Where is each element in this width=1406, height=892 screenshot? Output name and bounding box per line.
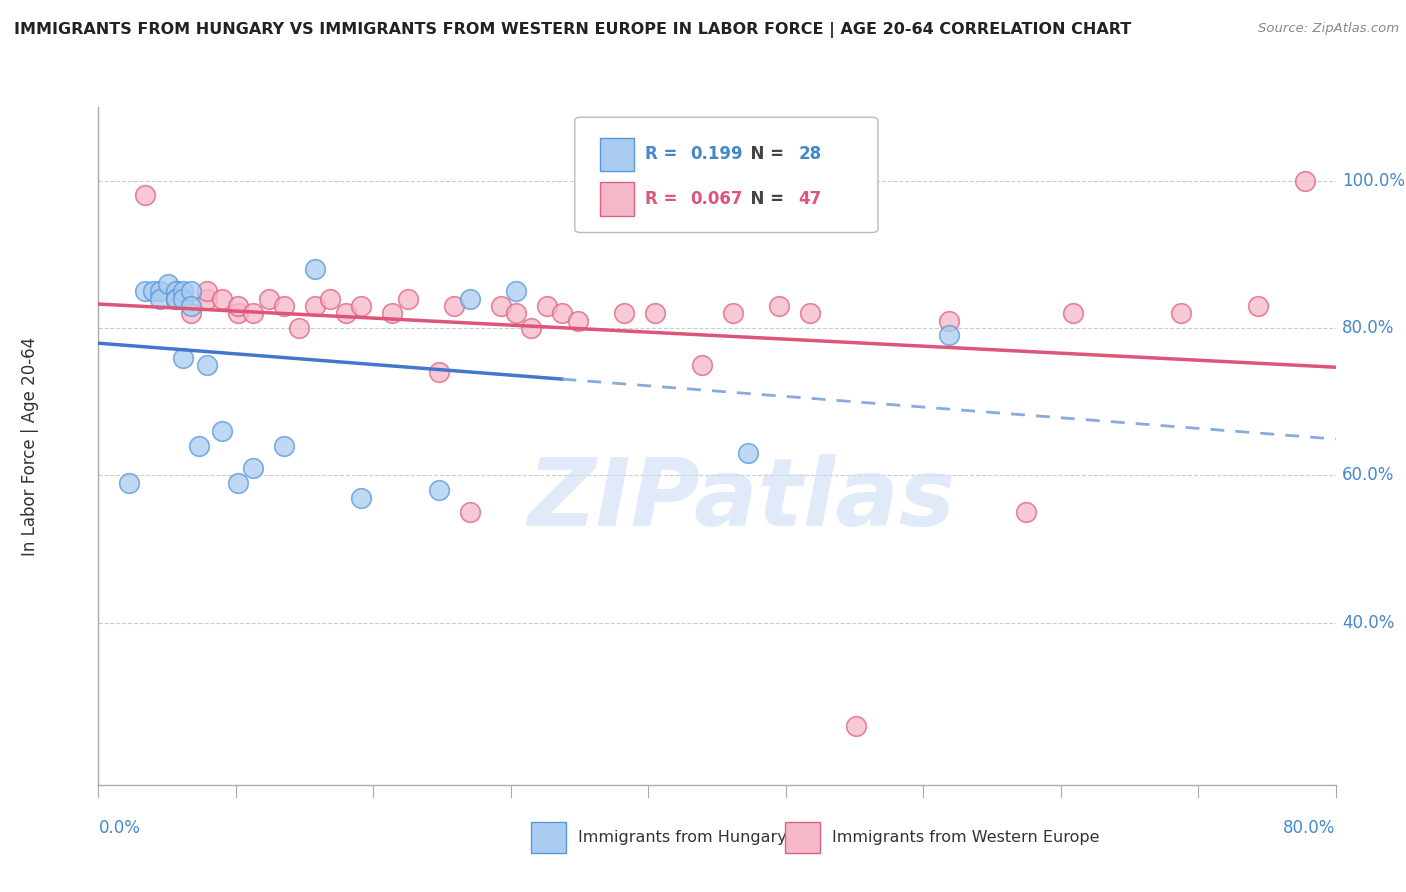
- Point: [141, 285, 165, 299]
- Point: [613, 306, 636, 320]
- Point: [226, 475, 249, 490]
- Point: [551, 306, 574, 320]
- Point: [165, 285, 187, 299]
- Point: [195, 292, 218, 306]
- Point: [381, 306, 404, 320]
- Point: [149, 285, 172, 299]
- Point: [134, 188, 156, 202]
- Point: [165, 285, 187, 299]
- Point: [350, 299, 373, 313]
- Point: [396, 292, 419, 306]
- Text: ZIPatlas: ZIPatlas: [527, 454, 956, 546]
- Bar: [599, 182, 634, 216]
- Point: [195, 285, 218, 299]
- Point: [458, 292, 481, 306]
- Point: [443, 299, 465, 313]
- Point: [165, 292, 187, 306]
- Point: [165, 292, 187, 306]
- Text: Source: ZipAtlas.com: Source: ZipAtlas.com: [1258, 22, 1399, 36]
- Point: [737, 446, 759, 460]
- Point: [157, 277, 180, 291]
- Text: 0.0%: 0.0%: [98, 819, 141, 837]
- Text: Immigrants from Hungary: Immigrants from Hungary: [578, 830, 787, 846]
- Text: IMMIGRANTS FROM HUNGARY VS IMMIGRANTS FROM WESTERN EUROPE IN LABOR FORCE | AGE 2: IMMIGRANTS FROM HUNGARY VS IMMIGRANTS FR…: [14, 22, 1132, 38]
- Point: [180, 299, 202, 313]
- Point: [172, 351, 194, 365]
- Text: 0.067: 0.067: [690, 190, 742, 208]
- Text: In Labor Force | Age 20-64: In Labor Force | Age 20-64: [21, 336, 39, 556]
- Point: [304, 262, 326, 277]
- Point: [242, 461, 264, 475]
- Point: [319, 292, 342, 306]
- Point: [505, 306, 527, 320]
- Point: [505, 285, 527, 299]
- Point: [520, 321, 543, 335]
- Point: [288, 321, 311, 335]
- Point: [226, 306, 249, 320]
- Point: [489, 299, 512, 313]
- Point: [195, 358, 218, 372]
- Point: [350, 491, 373, 505]
- Point: [845, 719, 868, 733]
- Text: R =: R =: [645, 145, 683, 163]
- Point: [1062, 306, 1084, 320]
- Point: [1247, 299, 1270, 313]
- Point: [226, 299, 249, 313]
- Point: [134, 285, 156, 299]
- Text: 80.0%: 80.0%: [1284, 819, 1336, 837]
- Point: [1294, 174, 1316, 188]
- Point: [211, 424, 233, 438]
- Point: [180, 285, 202, 299]
- Point: [273, 299, 295, 313]
- Text: 100.0%: 100.0%: [1341, 172, 1405, 190]
- Text: 47: 47: [799, 190, 823, 208]
- Text: N =: N =: [740, 145, 790, 163]
- Point: [165, 292, 187, 306]
- Text: N =: N =: [740, 190, 790, 208]
- FancyBboxPatch shape: [575, 117, 877, 233]
- Point: [273, 439, 295, 453]
- Text: 60.0%: 60.0%: [1341, 467, 1395, 484]
- Point: [149, 292, 172, 306]
- Point: [172, 285, 194, 299]
- Text: Immigrants from Western Europe: Immigrants from Western Europe: [832, 830, 1099, 846]
- Point: [172, 292, 194, 306]
- Point: [427, 365, 450, 379]
- Text: R =: R =: [645, 190, 683, 208]
- Point: [242, 306, 264, 320]
- Point: [567, 314, 589, 328]
- Point: [799, 306, 821, 320]
- Bar: [599, 137, 634, 171]
- Point: [188, 439, 211, 453]
- Point: [690, 358, 713, 372]
- Point: [721, 306, 744, 320]
- Text: 80.0%: 80.0%: [1341, 319, 1395, 337]
- Bar: [785, 822, 820, 853]
- Point: [938, 314, 960, 328]
- Point: [304, 299, 326, 313]
- Point: [644, 306, 666, 320]
- Point: [257, 292, 280, 306]
- Text: 0.199: 0.199: [690, 145, 742, 163]
- Point: [1170, 306, 1192, 320]
- Point: [768, 299, 790, 313]
- Text: 40.0%: 40.0%: [1341, 614, 1395, 632]
- Text: 28: 28: [799, 145, 823, 163]
- Point: [536, 299, 558, 313]
- Point: [938, 328, 960, 343]
- Point: [427, 483, 450, 498]
- Point: [180, 306, 202, 320]
- Point: [335, 306, 357, 320]
- Point: [211, 292, 233, 306]
- Point: [118, 475, 141, 490]
- Point: [1015, 505, 1038, 519]
- Bar: [531, 822, 567, 853]
- Point: [458, 505, 481, 519]
